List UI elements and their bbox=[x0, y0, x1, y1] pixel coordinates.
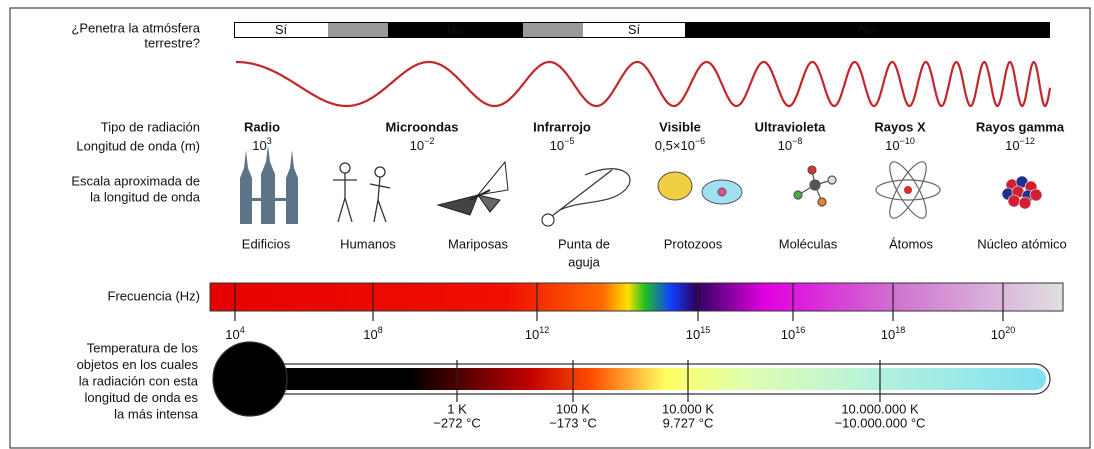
frequency-tick-label-base: 10 bbox=[525, 327, 539, 342]
scale-item: Moléculas bbox=[779, 236, 838, 251]
temperature-celsius: −272 °C bbox=[433, 415, 480, 430]
frequency-tick-label-exp: 4 bbox=[240, 325, 245, 335]
wavelength: 10−8 bbox=[778, 136, 803, 153]
buildings-icon bbox=[240, 145, 298, 224]
radiation-type: Rayos X bbox=[874, 119, 926, 134]
frequency-tick-label: 1018 bbox=[881, 325, 905, 342]
scale-item: Punta de bbox=[558, 236, 610, 251]
type-label: Tipo de radiación bbox=[101, 119, 200, 134]
temperature-kelvin: 10.000 K bbox=[662, 401, 714, 416]
temperature-label: objetos en los cuales bbox=[77, 357, 199, 372]
wavelength-base: 10 bbox=[778, 138, 792, 153]
scale-item: Mariposas bbox=[448, 236, 508, 251]
frequency-tick-label-exp: 8 bbox=[378, 325, 383, 335]
wavelength-label: Longitud de onda (m) bbox=[76, 138, 200, 153]
frequency-tick-label: 1016 bbox=[781, 325, 805, 342]
wavelength: 0,5×10−6 bbox=[655, 136, 705, 153]
radiation-type: Ultravioleta bbox=[755, 119, 827, 134]
needle-icon bbox=[541, 168, 631, 227]
scale-item: Humanos bbox=[340, 236, 396, 251]
frequency-tick-label-base: 10 bbox=[881, 327, 895, 342]
atmosphere-segment: No bbox=[859, 22, 876, 37]
temperature-label: longitud de onda es bbox=[85, 390, 199, 405]
radiation-type: Rayos gamma bbox=[976, 119, 1065, 134]
frequency-tick-label: 104 bbox=[225, 325, 244, 342]
frequency-tick-label: 1015 bbox=[686, 325, 710, 342]
wavelength: 10−10 bbox=[885, 136, 915, 153]
atom-icon bbox=[875, 161, 941, 219]
frequency-tick-label-exp: 15 bbox=[700, 325, 710, 335]
radiation-type: Visible bbox=[659, 119, 701, 134]
atmosphere-label: ¿Penetra la atmósfera bbox=[71, 20, 200, 35]
atmosphere-bar bbox=[234, 22, 1050, 38]
scale-item: aguja bbox=[568, 254, 601, 269]
nucleus-icon bbox=[1001, 175, 1043, 210]
wavelength-base: 10 bbox=[252, 138, 266, 153]
frequency-tick-label-exp: 20 bbox=[1005, 325, 1015, 335]
protozoa-icon bbox=[657, 171, 743, 205]
radiation-type: Infrarrojo bbox=[533, 119, 591, 134]
frequency-tick-label-base: 10 bbox=[225, 327, 239, 342]
frequency-tick-label-exp: 12 bbox=[539, 325, 549, 335]
temperature-label: la radiación con esta bbox=[79, 373, 199, 388]
frequency-label: Frecuencia (Hz) bbox=[108, 288, 200, 303]
frame bbox=[9, 7, 1091, 449]
temperature-kelvin: 1 K bbox=[447, 401, 467, 416]
frequency-bar bbox=[209, 282, 1064, 312]
wavelength-exp: −8 bbox=[792, 136, 802, 146]
temperature-kelvin: 100 K bbox=[556, 401, 590, 416]
wavelength-exp: 3 bbox=[267, 136, 272, 146]
wavelength-exp: −5 bbox=[564, 136, 574, 146]
atmosphere-segment: No bbox=[447, 22, 464, 37]
wavelength-exp: −10 bbox=[900, 136, 915, 146]
temperature-kelvin: 10.000.000 K bbox=[841, 401, 919, 416]
atmosphere-label: terrestre? bbox=[144, 35, 200, 50]
wavelength-exp: −6 bbox=[695, 136, 705, 146]
thermometer bbox=[212, 341, 1051, 417]
wavelength-base: 0,5×10 bbox=[655, 138, 695, 153]
frequency-tick-label-base: 10 bbox=[781, 327, 795, 342]
frequency-tick-label: 108 bbox=[363, 325, 382, 342]
wavelength-exp: −2 bbox=[424, 136, 434, 146]
atmosphere-segment: Sí bbox=[628, 22, 641, 37]
wavelength-base: 10 bbox=[1005, 138, 1019, 153]
molecule-icon bbox=[793, 165, 837, 207]
butterfly-icon bbox=[436, 160, 509, 216]
frequency-tick-label-base: 10 bbox=[686, 327, 700, 342]
temperature-celsius: 9.727 °C bbox=[663, 415, 714, 430]
frequency-tick-label-exp: 18 bbox=[895, 325, 905, 335]
wave bbox=[236, 60, 1052, 108]
radiation-type: Radio bbox=[244, 119, 280, 134]
scale-label: la longitud de onda bbox=[90, 189, 201, 204]
wavelength: 10−5 bbox=[550, 136, 575, 153]
wavelength: 10−2 bbox=[410, 136, 435, 153]
frequency-tick-label-exp: 16 bbox=[795, 325, 805, 335]
frequency-tick-label-base: 10 bbox=[991, 327, 1005, 342]
humans-icon bbox=[333, 162, 391, 223]
temperature-celsius: −173 °C bbox=[549, 415, 596, 430]
wavelength: 103 bbox=[252, 136, 271, 153]
scale-item: Átomos bbox=[889, 236, 934, 251]
wavelength-base: 10 bbox=[410, 138, 424, 153]
wavelength-exp: −12 bbox=[1020, 136, 1035, 146]
frequency-tick-label: 1012 bbox=[525, 325, 549, 342]
frequency-tick-label-base: 10 bbox=[363, 327, 377, 342]
scale-item: Núcleo atómico bbox=[977, 236, 1067, 251]
atmosphere-segment: Sí bbox=[275, 22, 288, 37]
frequency-tick-label: 1020 bbox=[991, 325, 1015, 342]
wavelength-base: 10 bbox=[550, 138, 564, 153]
scale-item: Edificios bbox=[242, 236, 291, 251]
temperature-label: la más intensa bbox=[114, 406, 199, 421]
wavelength: 10−12 bbox=[1005, 136, 1035, 153]
temperature-celsius: −10.000.000 °C bbox=[835, 415, 926, 430]
wavelength-base: 10 bbox=[885, 138, 899, 153]
scale-label: Escala aproximada de bbox=[71, 173, 200, 188]
scale-item: Protozoos bbox=[664, 236, 723, 251]
temperature-label: Temperatura de los bbox=[87, 340, 199, 355]
radiation-type: Microondas bbox=[386, 119, 459, 134]
